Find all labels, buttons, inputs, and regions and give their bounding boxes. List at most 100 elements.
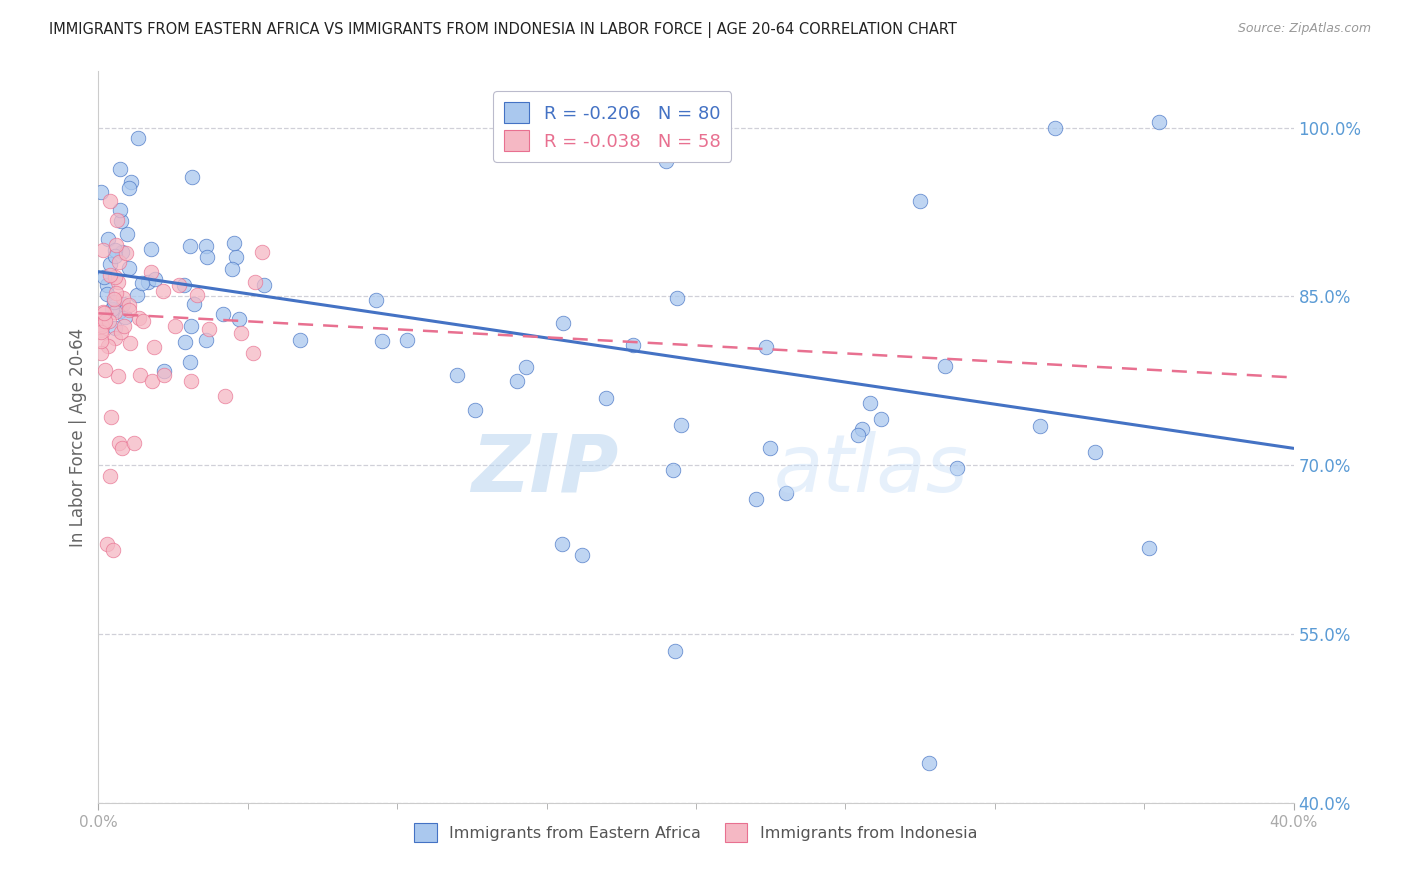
Point xyxy=(143,340,166,354)
Point xyxy=(141,374,163,388)
Text: ZIP: ZIP xyxy=(471,431,619,509)
Point xyxy=(104,320,127,334)
Point xyxy=(506,374,529,388)
Point xyxy=(136,276,159,290)
Point xyxy=(104,331,127,345)
Point xyxy=(107,275,129,289)
Text: atlas: atlas xyxy=(773,431,969,509)
Point xyxy=(115,227,138,241)
Point xyxy=(183,297,205,311)
Point xyxy=(153,368,176,383)
Point xyxy=(100,409,122,424)
Point xyxy=(111,244,134,259)
Point xyxy=(98,257,121,271)
Point xyxy=(139,265,162,279)
Point xyxy=(143,271,166,285)
Point xyxy=(869,412,891,426)
Point xyxy=(195,333,218,347)
Point xyxy=(110,325,132,339)
Point xyxy=(94,363,117,377)
Point xyxy=(180,318,202,333)
Point xyxy=(288,333,311,347)
Point xyxy=(755,341,778,355)
Point xyxy=(129,368,152,383)
Point xyxy=(195,251,218,265)
Point xyxy=(152,284,174,298)
Point xyxy=(918,756,941,771)
Point xyxy=(93,305,115,319)
Point xyxy=(671,417,693,432)
Point xyxy=(173,278,195,293)
Point xyxy=(108,255,131,269)
Point xyxy=(111,297,134,311)
Point xyxy=(242,346,264,360)
Point xyxy=(228,312,250,326)
Point xyxy=(1084,445,1107,459)
Point xyxy=(98,194,122,208)
Point xyxy=(371,334,394,349)
Point xyxy=(167,278,190,293)
Point xyxy=(108,161,131,176)
Point xyxy=(105,238,128,252)
Point xyxy=(571,548,593,562)
Point xyxy=(91,318,114,333)
Point xyxy=(186,287,208,301)
Point xyxy=(117,260,139,275)
Point xyxy=(214,388,236,402)
Point xyxy=(98,469,122,483)
Point xyxy=(1028,418,1050,433)
Point xyxy=(775,486,797,500)
Point xyxy=(90,185,112,199)
Point xyxy=(120,175,142,189)
Point xyxy=(745,491,768,506)
Point xyxy=(93,316,115,330)
Point xyxy=(93,270,115,285)
Point xyxy=(115,245,138,260)
Point xyxy=(662,463,685,477)
Point xyxy=(96,287,118,301)
Point xyxy=(112,319,135,334)
Point xyxy=(103,542,125,557)
Point xyxy=(118,181,141,195)
Point xyxy=(90,334,112,349)
Point xyxy=(132,314,155,328)
Point xyxy=(250,245,273,260)
Point xyxy=(93,244,115,258)
Point xyxy=(105,213,128,227)
Point xyxy=(666,291,689,305)
Point xyxy=(131,276,153,290)
Point xyxy=(96,537,118,551)
Point xyxy=(181,170,204,185)
Point xyxy=(198,322,221,336)
Point xyxy=(125,288,148,302)
Point xyxy=(124,435,146,450)
Point xyxy=(163,319,186,334)
Point xyxy=(90,323,112,337)
Point xyxy=(110,214,132,228)
Point xyxy=(595,391,617,405)
Point xyxy=(98,314,121,328)
Point xyxy=(179,239,201,253)
Point xyxy=(229,326,252,340)
Point xyxy=(111,442,134,456)
Point xyxy=(464,403,486,417)
Point xyxy=(859,396,882,410)
Point xyxy=(621,338,644,352)
Point xyxy=(243,275,266,289)
Point xyxy=(655,154,678,169)
Text: IMMIGRANTS FROM EASTERN AFRICA VS IMMIGRANTS FROM INDONESIA IN LABOR FORCE | AGE: IMMIGRANTS FROM EASTERN AFRICA VS IMMIGR… xyxy=(49,22,957,38)
Point xyxy=(108,435,131,450)
Point xyxy=(98,268,121,282)
Point xyxy=(364,293,387,307)
Legend: Immigrants from Eastern Africa, Immigrants from Indonesia: Immigrants from Eastern Africa, Immigran… xyxy=(406,815,986,850)
Point xyxy=(846,428,869,442)
Point xyxy=(908,194,931,208)
Point xyxy=(118,336,141,351)
Point xyxy=(101,301,124,316)
Point xyxy=(515,360,537,375)
Point xyxy=(114,310,136,325)
Point xyxy=(446,368,468,383)
Point xyxy=(127,130,149,145)
Point xyxy=(90,325,112,339)
Point xyxy=(108,304,131,318)
